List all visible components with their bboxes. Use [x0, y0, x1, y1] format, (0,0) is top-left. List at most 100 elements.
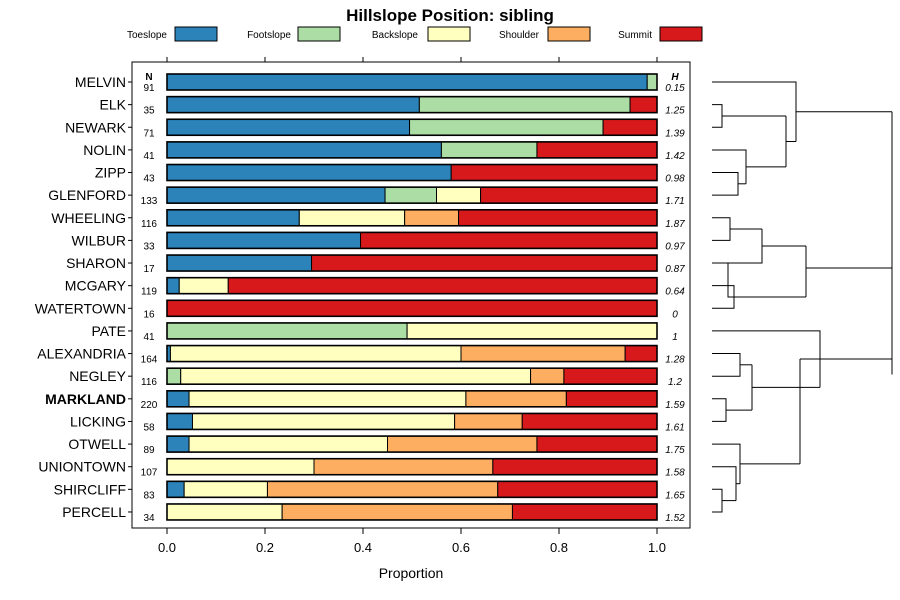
- bar-segment-shoulder: [387, 435, 538, 453]
- bar-segment-backslope: [406, 322, 658, 340]
- bar-segment-shoulder: [454, 412, 523, 430]
- row-label: ALEXANDRIA: [37, 346, 126, 362]
- n-column-header: N: [145, 72, 152, 83]
- bar-segment-summit: [492, 458, 658, 476]
- row-label: WILBUR: [72, 232, 126, 248]
- row-h-value: 1.39: [665, 128, 685, 139]
- row-h-value: 1.71: [665, 196, 684, 207]
- bar-segment-backslope: [178, 277, 229, 295]
- row-sharon: SHARON 17 0.87: [66, 254, 685, 275]
- row-h-value: 0.97: [665, 241, 685, 252]
- bar-outline: [166, 118, 658, 137]
- x-axis: 0.0 0.2 0.4 0.6 0.8 1.0: [158, 528, 666, 555]
- bar-outline: [166, 344, 658, 363]
- bar-segment-backslope: [180, 367, 532, 385]
- bar-segment-toeslope: [166, 254, 313, 272]
- row-elk: ELK 35 1.25: [100, 95, 685, 117]
- row-n-count: 164: [141, 355, 158, 366]
- row-wilbur: WILBUR 33 0.97: [72, 231, 685, 252]
- h-column-header: H: [671, 72, 679, 83]
- bar-segment-toeslope: [166, 209, 300, 227]
- bar-segment-toeslope: [166, 480, 185, 498]
- bar-segment-toeslope: [166, 277, 180, 295]
- dendrogram-branch: [712, 488, 723, 513]
- bar-segment-backslope: [191, 412, 456, 430]
- plot-frame: [131, 61, 691, 529]
- bar-segment-summit: [480, 186, 658, 204]
- bar-segment-summit: [629, 96, 658, 114]
- bar-segment-backslope: [169, 345, 462, 363]
- row-h-value: 1.42: [665, 151, 685, 162]
- row-shircliff: SHIRCLIFF 83 1.65: [54, 480, 685, 501]
- legend-swatch-shoulder: [547, 26, 591, 42]
- bar-segment-toeslope: [166, 141, 442, 159]
- x-tick-label: 0.4: [354, 540, 372, 555]
- row-n-count: 71: [143, 128, 155, 139]
- bar-segment-toeslope: [166, 390, 190, 408]
- row-h-value: 1.59: [665, 400, 685, 411]
- bar-segment-shoulder: [530, 367, 565, 385]
- row-n-count: 83: [143, 490, 155, 501]
- bar-segment-shoulder: [465, 390, 567, 408]
- top-axis-ticks: [166, 57, 658, 62]
- row-label: GLENFORD: [48, 187, 126, 203]
- row-n-count: 133: [141, 196, 158, 207]
- row-alexandria: ALEXANDRIA 164 1.28: [37, 344, 685, 366]
- bar-segment-footslope: [409, 118, 604, 136]
- row-n-count: 43: [143, 174, 155, 185]
- dendrogram-branch: [712, 353, 741, 377]
- row-licking: LICKING 58 1.61: [70, 412, 685, 433]
- bar-segment-summit: [311, 254, 658, 272]
- bar-segment-backslope: [183, 480, 268, 498]
- bar-segment-summit: [536, 141, 658, 159]
- bar-segment-toeslope: [166, 231, 362, 249]
- bar-outline: [166, 163, 658, 182]
- row-h-value: 1.2: [668, 377, 682, 388]
- bar-segment-toeslope: [166, 118, 411, 136]
- row-h-value: 1.61: [665, 422, 684, 433]
- bar-outline: [166, 186, 658, 204]
- row-uniontown: UNIONTOWN 107 1.58: [38, 457, 685, 479]
- bar-outline: [166, 299, 658, 318]
- row-label: SHIRCLIFF: [54, 481, 126, 497]
- bar-segment-summit: [511, 503, 658, 521]
- row-n-count: 41: [143, 151, 155, 162]
- bar-outline: [166, 503, 658, 521]
- bar-outline: [166, 412, 658, 431]
- bar-segment-shoulder: [313, 458, 494, 476]
- dendrogram-branch: [712, 172, 739, 196]
- bar-segment-shoulder: [266, 480, 499, 498]
- row-h-value: 0.64: [665, 287, 685, 298]
- row-n-count: 107: [141, 468, 158, 479]
- row-watertown: WATERTOWN 16 0: [35, 299, 678, 320]
- dendrogram-branch: [712, 262, 734, 298]
- bar-outline: [166, 276, 658, 295]
- legend-label-shoulder: Shoulder: [499, 30, 540, 41]
- row-label: ELK: [100, 97, 127, 113]
- bar-outline: [166, 480, 658, 499]
- bar-segment-summit: [536, 435, 658, 453]
- row-n-count: 58: [143, 422, 155, 433]
- row-n-count: 34: [143, 513, 155, 524]
- row-n-count: 89: [143, 445, 155, 456]
- bar-segment-summit: [166, 299, 658, 317]
- bar-segment-shoulder: [281, 503, 513, 521]
- bar-segment-toeslope: [166, 164, 452, 182]
- x-axis-title: Proportion: [379, 565, 444, 581]
- bar-segment-summit: [563, 367, 658, 385]
- bar-segment-backslope: [188, 390, 467, 408]
- x-tick-label: 0.0: [158, 540, 176, 555]
- bar-segment-summit: [624, 345, 658, 363]
- legend-label-toeslope: Toeslope: [127, 30, 167, 41]
- bar-segment-footslope: [384, 186, 437, 204]
- bar-outline: [166, 95, 658, 114]
- row-label: NOLIN: [83, 142, 126, 158]
- dendrogram-branch: [712, 330, 821, 388]
- bar-segment-backslope: [298, 209, 406, 227]
- bar-segment-footslope: [646, 73, 658, 91]
- dendrogram-branch: [712, 149, 747, 184]
- dendrogram-branch: [712, 217, 731, 241]
- row-label: MCGARY: [65, 278, 127, 294]
- row-nolin: NOLIN 41 1.42: [83, 141, 685, 162]
- bar-segment-summit: [602, 118, 658, 136]
